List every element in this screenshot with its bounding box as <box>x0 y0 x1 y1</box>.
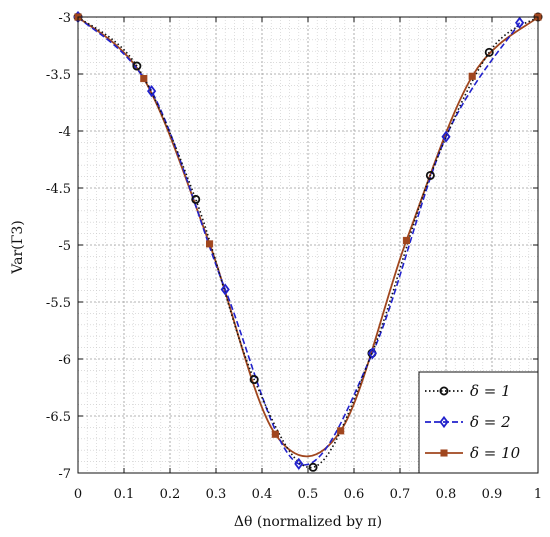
series-3-point <box>271 430 279 438</box>
x-tick-label: 0.7 <box>390 487 411 502</box>
legend: δ = 1 δ = 2 δ = 10 <box>418 371 539 474</box>
series-3-point <box>402 236 410 244</box>
legend-label: δ = 1 <box>470 382 511 400</box>
series-1-point <box>425 170 435 180</box>
x-tick-label: 0.4 <box>252 487 273 502</box>
series-2-point <box>147 85 157 98</box>
series-2-point <box>441 130 451 143</box>
series-3-point <box>337 427 345 435</box>
series-1-point <box>308 462 318 472</box>
legend-label: δ = 2 <box>470 413 511 431</box>
series-2-point <box>294 457 304 470</box>
x-tick-labels: 0 0.1 0.2 0.3 0.4 0.5 0.6 0.7 0.8 0.9 1 <box>74 487 542 502</box>
legend-item: δ = 10 <box>425 444 521 462</box>
x-tick-label: 0.1 <box>114 487 135 502</box>
y-axis-title: Var(Γ3) <box>10 220 26 274</box>
x-tick-label: 1 <box>534 487 542 502</box>
x-tick-label: 0 <box>74 487 82 502</box>
series-1-point <box>191 194 201 204</box>
series-2-point <box>515 16 525 29</box>
plot-lines <box>77 16 539 469</box>
y-tick-label: -4.5 <box>46 182 71 197</box>
series-3-point <box>140 75 148 83</box>
legend-item: δ = 2 <box>425 413 511 431</box>
x-tick-label: 0.5 <box>298 487 319 502</box>
x-axis-title: Δθ (normalized by π) <box>234 514 382 530</box>
series-line-1 <box>77 16 539 469</box>
x-tick-label: 0.3 <box>206 487 227 502</box>
series-2-point <box>367 347 377 360</box>
series-3-point <box>206 240 214 248</box>
series-1-point <box>484 47 494 57</box>
y-tick-label: -6.5 <box>46 410 71 425</box>
legend-marker <box>440 449 448 457</box>
y-tick-label: -5 <box>58 239 71 254</box>
legend-marker <box>439 386 449 396</box>
y-tick-label: -4 <box>58 125 71 140</box>
series-1-point <box>132 61 142 71</box>
x-tick-label: 0.6 <box>344 487 365 502</box>
series-line-2 <box>77 16 521 466</box>
y-tick-label: -5.5 <box>46 296 71 311</box>
y-tick-label: -3 <box>58 11 71 26</box>
y-tick-labels: -3 -3.5 -4 -4.5 -5 -5.5 -6 -6.5 -7 <box>46 11 71 482</box>
x-tick-label: 0.2 <box>160 487 181 502</box>
y-tick-label: -6 <box>58 353 71 368</box>
legend-marker <box>439 415 449 429</box>
x-tick-label: 0.8 <box>436 487 457 502</box>
y-tick-label: -7 <box>58 467 71 482</box>
y-tick-label: -3.5 <box>46 68 71 83</box>
series-3-point <box>468 72 476 80</box>
legend-label: δ = 10 <box>470 444 521 462</box>
series-2-point <box>220 283 230 296</box>
series-1-point <box>249 375 259 385</box>
legend-item: δ = 1 <box>425 382 511 400</box>
series-line-3 <box>77 16 539 458</box>
x-tick-label: 0.9 <box>482 487 503 502</box>
